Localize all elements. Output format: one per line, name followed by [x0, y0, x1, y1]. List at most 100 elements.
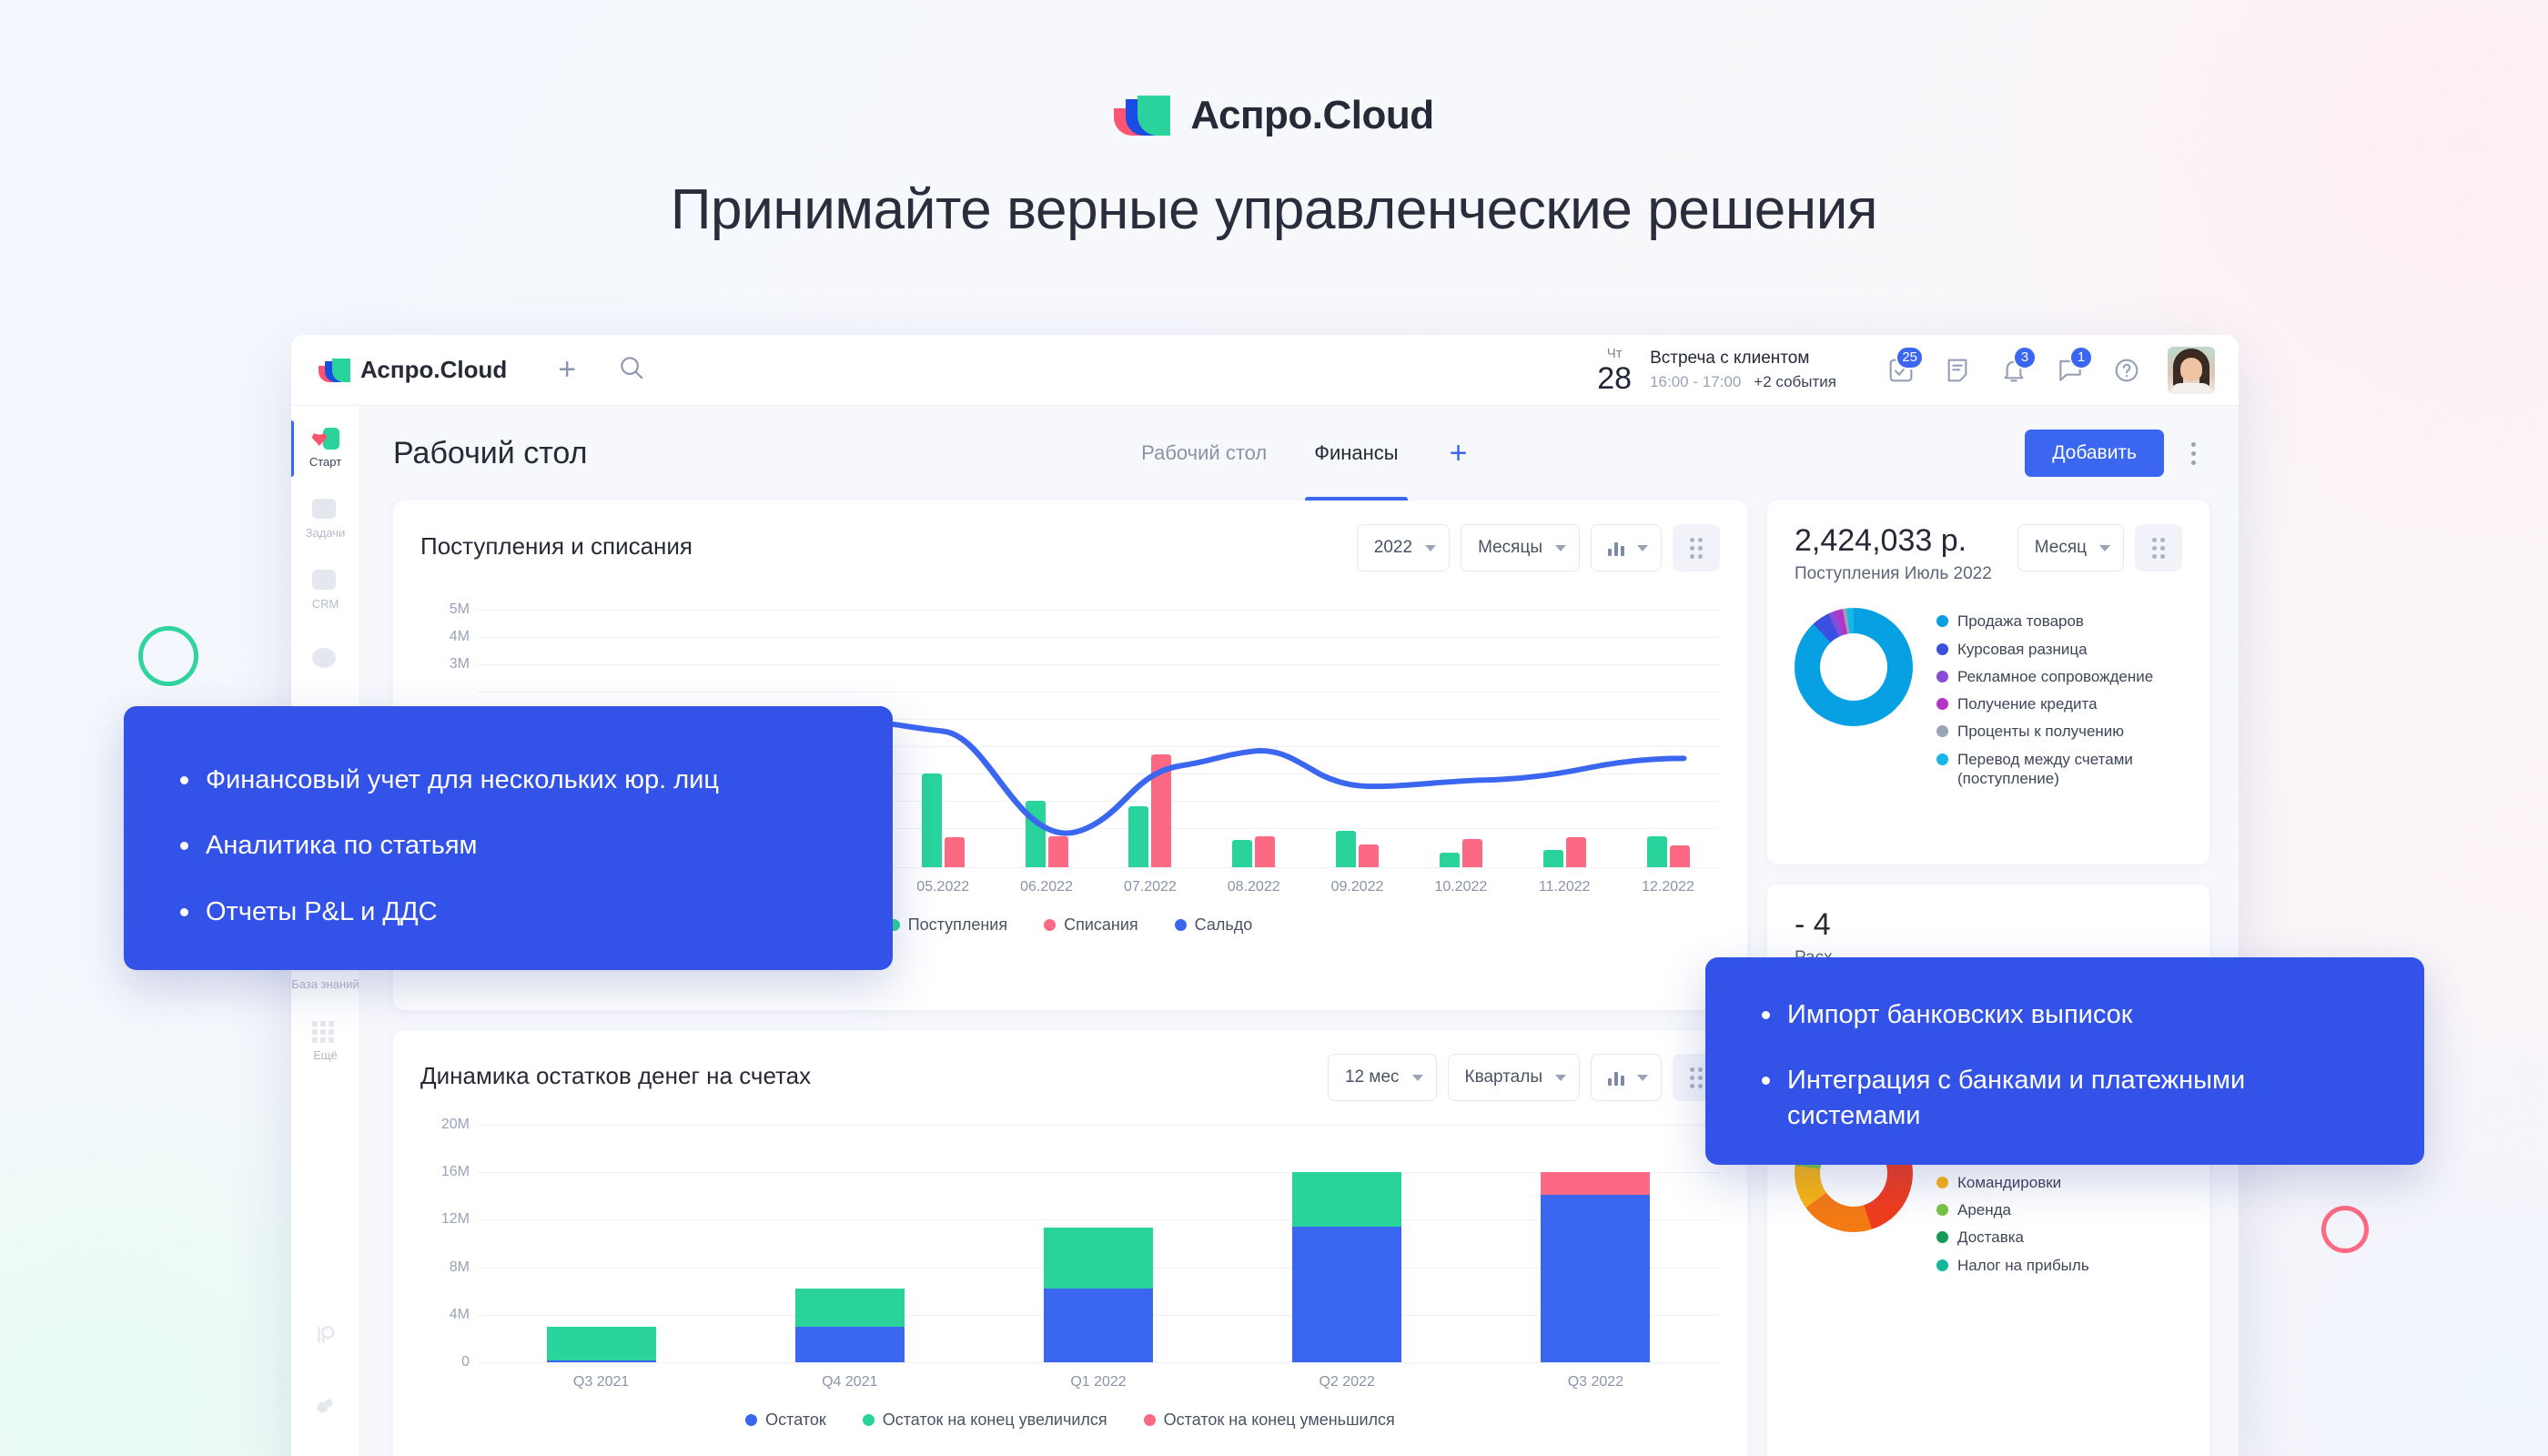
bell-icon[interactable]: 3 [1986, 345, 2042, 391]
callout-item: Импорт банковских выписок [1754, 997, 2375, 1032]
legend-item[interactable]: Рекламное сопровождение [1936, 667, 2182, 686]
legend-item[interactable]: Сальдо [1174, 915, 1252, 935]
event-more: +2 события [1754, 373, 1836, 390]
chart-legend: Остаток Остаток на конец увеличился Оста… [420, 1410, 1720, 1430]
callout-finance-features: Финансовый учет для нескольких юр. лиц А… [124, 706, 893, 970]
month-select-value: Месяц [2034, 538, 2087, 557]
year-select[interactable]: 2022 [1356, 524, 1451, 571]
topbar-logo[interactable]: Аспро.Cloud [318, 356, 507, 384]
legend-item[interactable]: Командировки [1936, 1173, 2161, 1192]
chevron-down-icon [1411, 1074, 1423, 1081]
date-day: 28 [1597, 360, 1633, 396]
period-select[interactable]: Кварталы [1447, 1054, 1580, 1101]
y-tick: 5M [449, 602, 470, 617]
legend-item[interactable]: Проценты к получению [1936, 722, 2182, 741]
avatar[interactable] [2168, 346, 2215, 394]
sidebar-item-more[interactable]: Ещё [291, 1006, 359, 1077]
legend-item[interactable]: Получение кредита [1936, 694, 2182, 713]
legend-label: Списания [1064, 915, 1138, 934]
bar-chart-icon [1608, 540, 1624, 556]
y-tick: 20M [440, 1117, 470, 1132]
bar-group [974, 1125, 1222, 1362]
more-options-icon[interactable] [2177, 433, 2209, 473]
chevron-down-icon [1425, 544, 1437, 551]
legend-item[interactable]: Остаток на конец уменьшился [1143, 1410, 1395, 1430]
donut-chart [1795, 608, 1913, 727]
legend-item[interactable]: Налог на прибыль [1936, 1256, 2161, 1275]
bar-group [725, 1125, 974, 1362]
legend-label: Доставка [1957, 1228, 2025, 1247]
y-tick: 3M [449, 656, 470, 672]
legend-item[interactable]: Доставка [1936, 1228, 2161, 1247]
sidebar-item-tasks[interactable]: Задачи [291, 484, 359, 555]
legend-item[interactable]: Остаток на конец увеличился [862, 1410, 1107, 1430]
aspro-cloud-logo-icon [1114, 96, 1171, 136]
plot-area [477, 1125, 1720, 1363]
tab-finance[interactable]: Финансы [1290, 406, 1421, 500]
chevron-down-icon [1637, 1074, 1648, 1081]
event-title: Встреча с клиентом [1650, 349, 1810, 368]
legend-item[interactable]: Остаток [745, 1410, 826, 1430]
legend-label: Аренда [1957, 1201, 2012, 1219]
donut-incoming: Продажа товаров Курсовая разница Рекламн… [1795, 608, 2182, 788]
legend-label: Продажа товаров [1957, 612, 2084, 631]
bar-group [1471, 1125, 1720, 1362]
widget-balance-dynamics: Динамика остатков денег на счетах 12 мес… [393, 1030, 1747, 1456]
drag-handle-icon[interactable] [2135, 524, 2182, 571]
bar-group [1223, 1125, 1471, 1362]
plus-icon[interactable]: + [558, 352, 577, 387]
x-tick: 10.2022 [1434, 879, 1488, 895]
chart-type-select[interactable] [1591, 1054, 1662, 1101]
widget-title: Поступления и списания [420, 532, 693, 560]
widget-title: Динамика остатков денег на счетах [420, 1062, 812, 1089]
sidebar-bottom [291, 1299, 359, 1441]
legend-label: Остаток на конец уменьшился [1163, 1410, 1395, 1429]
legend-item[interactable]: Перевод между счетами (поступление) [1936, 750, 2182, 789]
notes-icon[interactable] [1929, 349, 1986, 391]
legend-item[interactable]: Списания [1044, 915, 1138, 935]
range-select[interactable]: 12 мес [1327, 1054, 1437, 1101]
tasks-icon [311, 499, 339, 522]
drag-handle-icon[interactable] [1673, 524, 1720, 571]
callout-item: Аналитика по статьям [173, 828, 844, 863]
sidebar-item-start[interactable]: Старт [291, 413, 359, 484]
x-tick: Q2 2022 [1319, 1374, 1375, 1390]
sidebar-item-settings[interactable] [291, 1370, 359, 1441]
tab-add-icon[interactable]: + [1449, 435, 1468, 470]
period-select[interactable]: Месяцы [1461, 524, 1580, 571]
y-axis-labels: 5M 4M 3M [420, 595, 470, 868]
range-select-value: 12 мес [1344, 1067, 1400, 1087]
decor-ring-green-large [138, 626, 198, 686]
sidebar-item-profile[interactable] [291, 1299, 359, 1370]
legend-label: Проценты к получению [1957, 723, 2125, 741]
search-icon[interactable] [618, 354, 645, 386]
legend-label: Остаток [765, 1410, 826, 1429]
legend-item[interactable]: Аренда [1936, 1200, 2161, 1219]
legend-item[interactable]: Поступления [887, 915, 1007, 935]
help-icon[interactable] [2098, 349, 2155, 391]
sidebar-item-crm[interactable]: CRM [291, 555, 359, 626]
x-axis-labels: Q3 2021 Q4 2021 Q1 2022 Q2 2022 Q3 2022 [477, 1374, 1720, 1390]
tasks-calendar-icon[interactable]: 25 [1873, 345, 1929, 391]
chart-type-select[interactable] [1591, 524, 1662, 571]
tab-dashboard[interactable]: Рабочий стол [1141, 441, 1268, 464]
more-grid-icon [311, 1021, 339, 1045]
bar-group [1512, 595, 1616, 867]
legend-item[interactable]: Курсовая разница [1936, 640, 2182, 659]
legend-item[interactable]: Продажа товаров [1936, 612, 2182, 631]
bar-group [1098, 595, 1202, 867]
legend-label: Остаток на конец увеличился [882, 1410, 1107, 1429]
y-tick: 12M [440, 1211, 470, 1227]
callout-item: Интеграция с банками и платежными систем… [1754, 1063, 2375, 1133]
chat-icon[interactable]: 1 [2042, 345, 2098, 391]
topbar-event[interactable]: Встреча с клиентом 16:00 - 17:00 +2 собы… [1650, 349, 1836, 391]
month-select[interactable]: Месяц [2017, 524, 2124, 571]
bar-group [477, 1125, 725, 1362]
sidebar-item-projects[interactable] [291, 626, 359, 697]
app-body: Старт Задачи CRM База знаний [291, 406, 2239, 1456]
page-title: Рабочий стол [393, 435, 588, 470]
period-select-value: Кварталы [1464, 1067, 1542, 1087]
event-time: 16:00 - 17:00 [1650, 373, 1742, 390]
year-select-value: 2022 [1373, 538, 1413, 557]
add-button[interactable]: Добавить [2025, 430, 2164, 477]
